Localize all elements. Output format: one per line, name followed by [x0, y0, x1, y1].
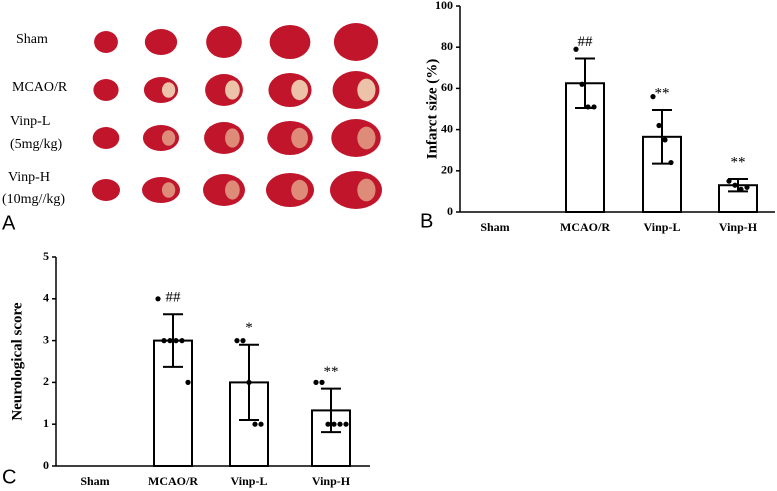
data-point	[591, 104, 597, 110]
infarct-region	[161, 182, 176, 198]
significance-label: ##	[166, 290, 182, 306]
data-point	[738, 186, 744, 192]
data-point	[343, 421, 349, 427]
data-point	[573, 46, 579, 52]
infarct-region	[291, 127, 308, 149]
brain-slice	[92, 127, 120, 149]
infarct-region	[161, 130, 176, 146]
infarct-region	[357, 126, 376, 150]
significance-label: *	[245, 320, 253, 336]
row-label: MCAO/R	[12, 80, 68, 95]
data-point	[726, 178, 732, 184]
x-tick-label: Vinp-L	[231, 474, 268, 488]
data-point	[240, 338, 246, 344]
x-tick-label: Vinp-H	[312, 474, 351, 488]
y-tick-label: 20	[441, 163, 453, 177]
infarct-region	[357, 78, 376, 102]
row-label: Vinp-H	[8, 170, 50, 185]
data-point	[331, 421, 337, 427]
panel-label: C	[2, 466, 16, 488]
row-label: Sham	[16, 32, 48, 47]
brain-slice	[269, 25, 311, 59]
y-tick-label: 1	[43, 416, 49, 430]
y-tick-label: 0	[447, 204, 453, 218]
data-point	[319, 379, 325, 385]
y-tick-label: 2	[43, 374, 49, 388]
panel-label: A	[2, 212, 16, 234]
data-point	[325, 421, 331, 427]
significance-label: **	[324, 364, 339, 380]
row-label: Vinp-L	[10, 114, 50, 129]
x-tick-label: MCAO/R	[148, 474, 198, 488]
panel-label: B	[420, 210, 433, 232]
data-point	[650, 94, 656, 100]
data-point	[234, 338, 240, 344]
y-tick-label: 100	[435, 0, 453, 12]
data-point	[656, 122, 662, 129]
y-tick-label: 80	[441, 39, 453, 53]
data-point	[161, 338, 167, 344]
y-tick-label: 3	[43, 332, 49, 346]
infarct-region	[225, 128, 240, 148]
data-point	[179, 338, 185, 344]
significance-label: **	[731, 154, 746, 170]
brain-slice	[333, 23, 379, 61]
data-point	[662, 137, 668, 143]
y-tick-label: 4	[43, 291, 49, 305]
infarct-region	[225, 80, 240, 100]
error-bar	[728, 178, 748, 193]
data-point	[252, 421, 258, 427]
x-tick-label: Vinp-L	[644, 220, 681, 234]
data-point	[313, 379, 319, 385]
infarct-region	[225, 180, 240, 200]
row-label: (10mg//kg)	[2, 192, 65, 207]
brain-slice	[206, 26, 242, 58]
data-point	[337, 421, 343, 427]
brain-slice	[144, 29, 178, 55]
data-point	[167, 338, 173, 344]
brain-slice	[92, 179, 120, 201]
infarct-region	[357, 178, 376, 202]
data-point	[744, 184, 750, 190]
data-point	[579, 81, 585, 87]
error-bar	[163, 313, 183, 368]
data-point	[258, 421, 264, 427]
x-tick-label: Sham	[480, 220, 509, 234]
y-tick-label: 60	[441, 80, 453, 94]
data-point	[585, 104, 591, 110]
x-tick-label: Sham	[80, 474, 109, 488]
data-point	[185, 379, 191, 385]
infarct-region	[291, 179, 308, 201]
data-point	[732, 182, 738, 188]
significance-label: **	[655, 85, 670, 101]
y-tick-label: 0	[43, 458, 49, 472]
x-tick-label: MCAO/R	[560, 220, 610, 234]
y-axis-label: Infarct size (%)	[424, 59, 440, 160]
y-tick-label: 40	[441, 121, 453, 135]
data-point	[246, 379, 252, 385]
brain-slice	[93, 79, 119, 101]
infarct-region	[291, 79, 308, 101]
y-axis-label: Neurological score	[9, 302, 25, 421]
significance-label: ##	[578, 34, 594, 50]
data-point	[668, 159, 674, 166]
infarct-region	[161, 82, 176, 98]
error-bar	[321, 387, 341, 434]
data-point	[173, 338, 179, 344]
brain-slice	[94, 31, 118, 53]
row-label: (5mg/kg)	[10, 137, 62, 152]
x-tick-label: Vinp-H	[719, 220, 758, 234]
data-point	[155, 296, 161, 302]
y-tick-label: 5	[43, 249, 49, 263]
